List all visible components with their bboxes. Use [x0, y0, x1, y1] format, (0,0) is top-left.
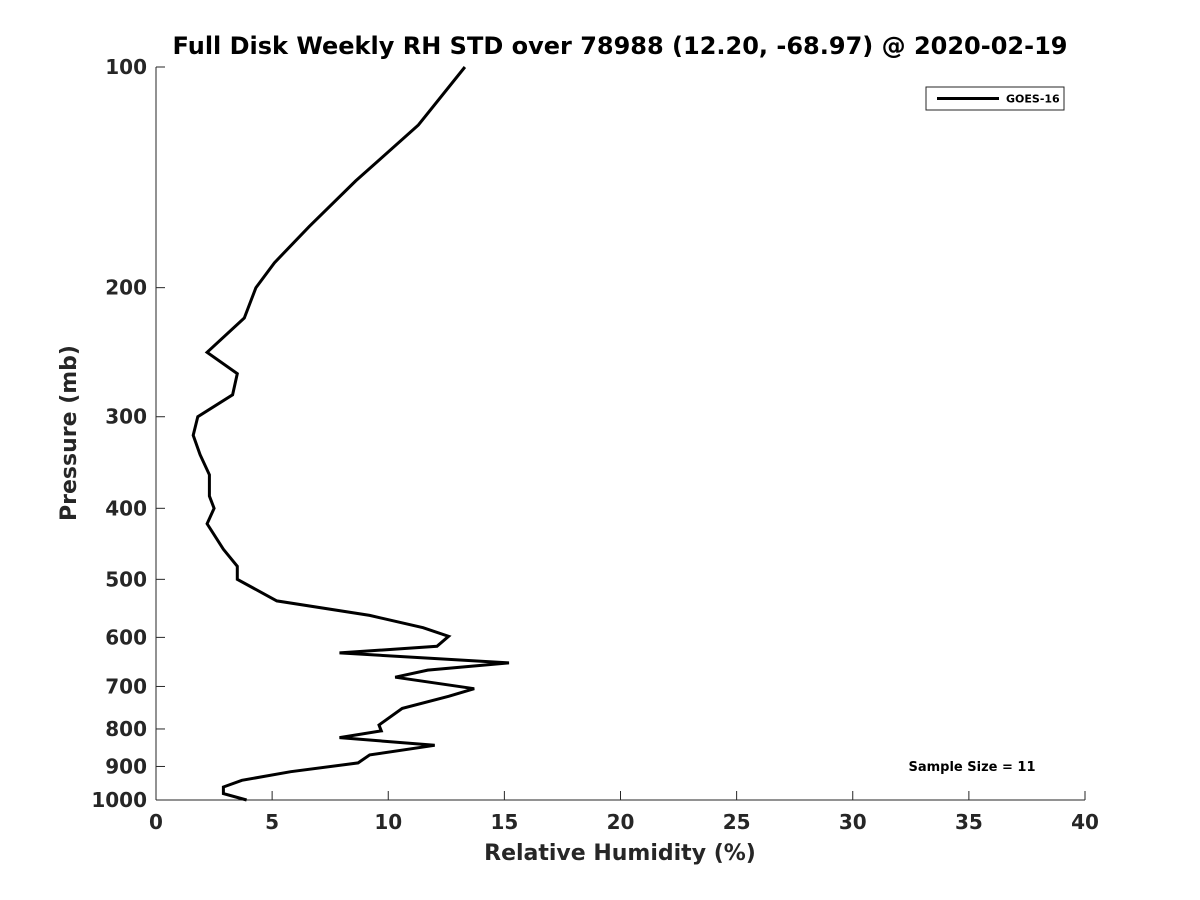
- y-ticks: 100 200 300 400 500 600 700 800 900 1000: [91, 55, 165, 812]
- series-group: [191, 66, 510, 802]
- y-tick-label: 1000: [91, 788, 147, 812]
- sample-size-annotation: Sample Size = 11: [908, 760, 1035, 775]
- x-tick-label: 10: [374, 810, 402, 834]
- y-tick-label: 800: [105, 717, 147, 741]
- x-tick-label: 20: [607, 810, 635, 834]
- legend-entry-goes-16: GOES-16: [1006, 93, 1060, 106]
- y-tick-label: 400: [105, 496, 147, 520]
- x-tick-label: 30: [839, 810, 867, 834]
- x-tick-label: 35: [955, 810, 983, 834]
- y-tick-label: 300: [105, 405, 147, 429]
- y-tick-label: 700: [105, 674, 147, 698]
- chart-title: Full Disk Weekly RH STD over 78988 (12.2…: [173, 32, 1068, 60]
- y-axis-label: Pressure (mb): [57, 345, 82, 521]
- x-tick-label: 40: [1071, 810, 1099, 834]
- y-tick-label: 100: [105, 55, 147, 79]
- y-tick-label: 500: [105, 567, 147, 591]
- series-line-goes-16: [191, 66, 510, 802]
- x-ticks: 0 5 10 15 20 25 30 35 40: [149, 791, 1099, 834]
- x-tick-label: 25: [723, 810, 751, 834]
- plot-area: 0 5 10 15 20 25 30 35 40 100 200 300 400 500 600 700 80…: [91, 55, 1099, 834]
- x-tick-label: 0: [149, 810, 163, 834]
- x-tick-label: 5: [265, 810, 279, 834]
- x-axis-label: Relative Humidity (%): [484, 841, 756, 866]
- y-tick-label: 600: [105, 625, 147, 649]
- y-tick-label: 200: [105, 276, 147, 300]
- legend: GOES-16: [925, 86, 1065, 111]
- y-tick-label: 900: [105, 754, 147, 778]
- x-tick-label: 15: [490, 810, 518, 834]
